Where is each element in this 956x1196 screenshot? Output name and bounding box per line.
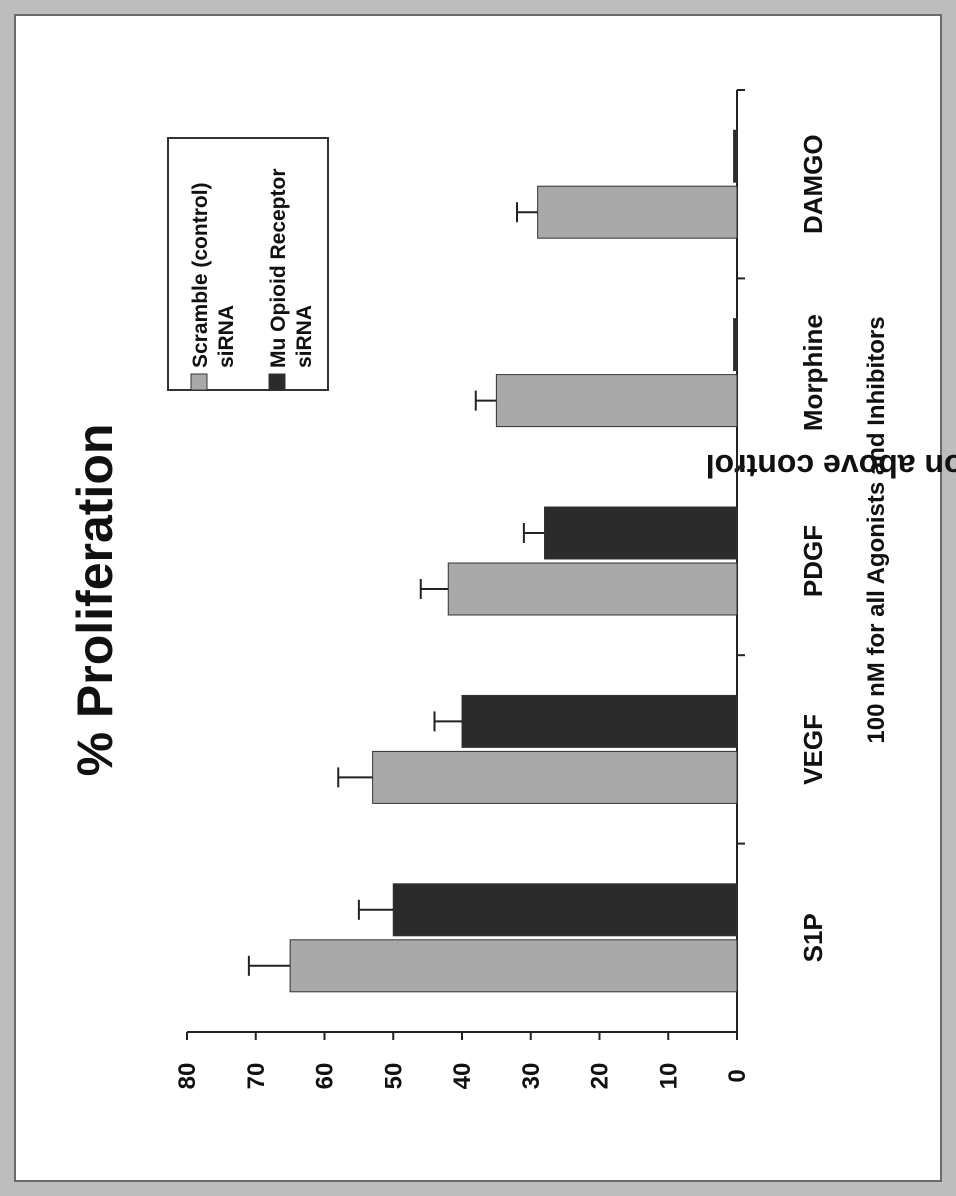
value-tick-label: 70 — [243, 1063, 270, 1090]
legend-swatch — [268, 373, 286, 391]
axes-group: 0 10 20 30 40 50 60 70 80 S1P VEGF PDGF Morphine DAMG… — [174, 89, 828, 1090]
value-tick-label: 60 — [312, 1063, 339, 1090]
legend-label: Mu Opioid Receptor — [267, 169, 290, 369]
y-axis-label: % Proliferation above control — [706, 448, 956, 484]
bar — [733, 129, 738, 183]
bar — [372, 750, 738, 804]
category-label: VEGF — [798, 714, 828, 785]
chart-title: % Proliferation — [67, 424, 123, 777]
legend-swatch — [190, 373, 208, 391]
bar — [461, 694, 738, 748]
bar — [392, 883, 738, 937]
legend: Scramble (control) siRNA Mu Opioid Recepto… — [167, 137, 329, 391]
legend-label: Scramble (control) — [189, 182, 212, 368]
legend-box — [167, 137, 329, 391]
value-tick-label: 40 — [449, 1063, 476, 1090]
value-tick-label: 10 — [655, 1063, 682, 1090]
bar — [544, 506, 738, 560]
value-tick-label: 50 — [380, 1063, 407, 1090]
bars-group — [247, 129, 738, 993]
bar — [537, 185, 738, 239]
value-tick-label: 30 — [518, 1063, 545, 1090]
bar — [447, 562, 738, 616]
bar — [733, 318, 738, 372]
category-label: S1P — [798, 913, 828, 962]
value-tick-label: 80 — [174, 1063, 201, 1090]
category-label: Morphine — [798, 314, 828, 431]
category-label: DAMGO — [798, 134, 828, 234]
legend-label: siRNA — [215, 305, 238, 368]
category-label: PDGF — [798, 525, 828, 597]
value-tick-label: 0 — [724, 1069, 751, 1082]
bar — [495, 374, 738, 428]
legend-label: siRNA — [293, 305, 316, 368]
bar — [289, 939, 738, 993]
x-axis-label: 100 nM for all Agonists and Inhibitors — [863, 316, 890, 743]
value-tick-label: 20 — [587, 1063, 614, 1090]
